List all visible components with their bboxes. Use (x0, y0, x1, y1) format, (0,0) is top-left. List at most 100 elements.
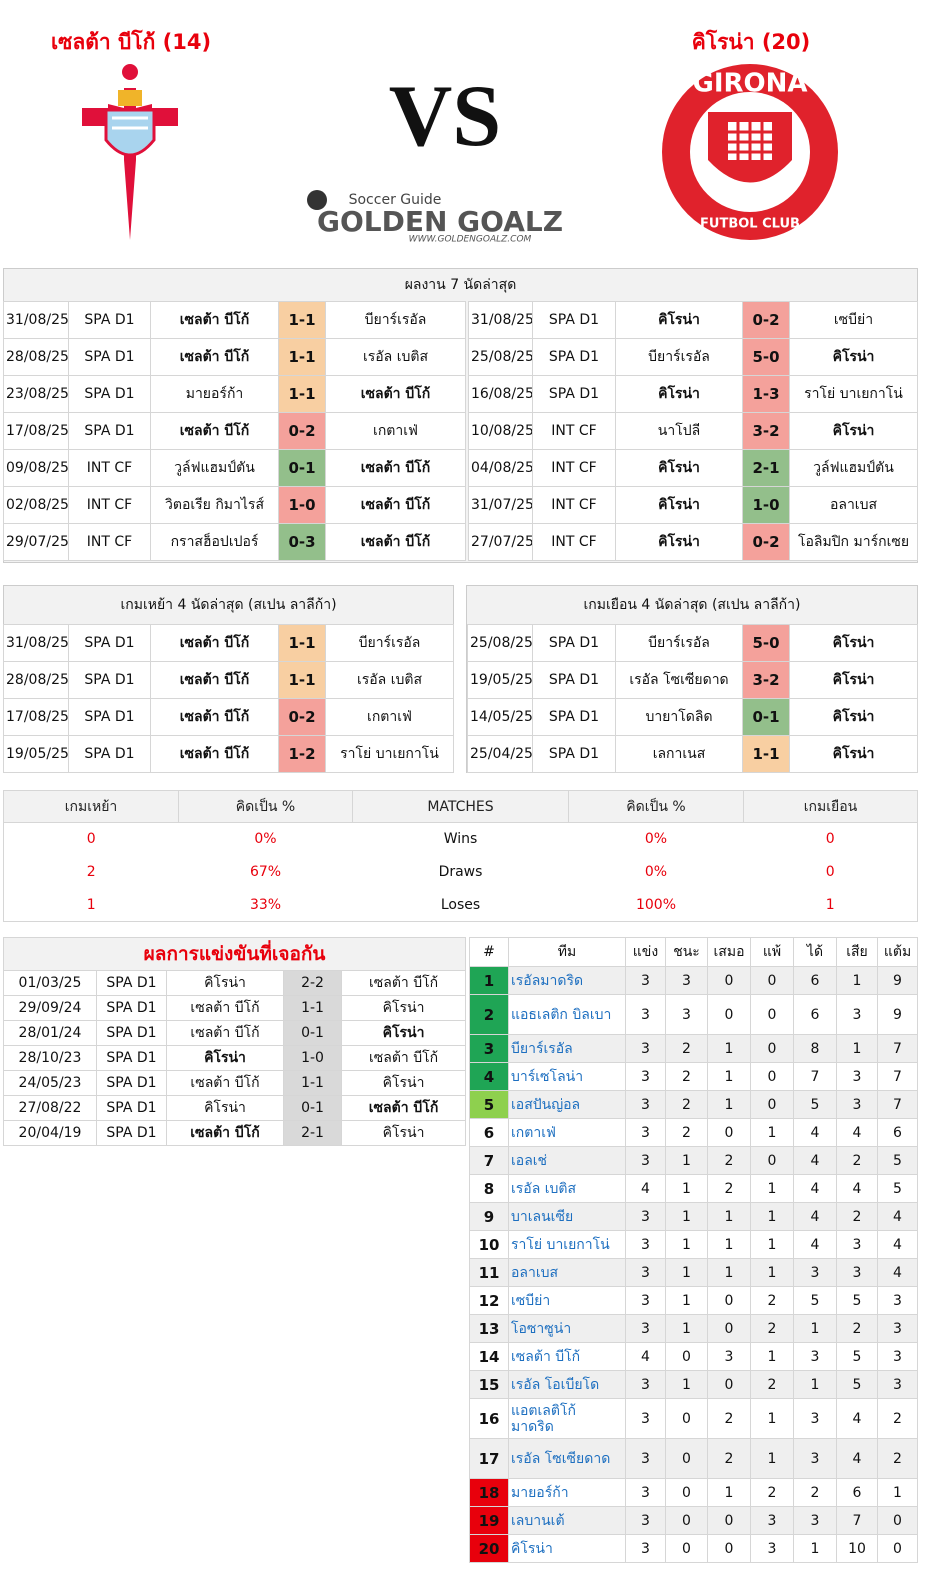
standings-p: 3 (625, 1258, 666, 1287)
standings-head: แข่ง (625, 937, 666, 967)
standings-w: 0 (665, 1478, 708, 1507)
standings-pts: 3 (877, 1314, 918, 1343)
match-date: 17/08/25 (3, 412, 69, 450)
standings-d: 3 (707, 1342, 751, 1371)
standings-team[interactable]: โอซาซูน่า (508, 1314, 626, 1343)
standings-team[interactable]: เอสปันญ่อล (508, 1090, 626, 1119)
standings-team[interactable]: แอตเลติโก้ มาดริด (508, 1398, 626, 1439)
standings-team[interactable]: เซลต้า บีโก้ (508, 1342, 626, 1371)
standings-team[interactable]: เรอัล เบติส (508, 1174, 626, 1203)
match-home: เซลต้า บีโก้ (150, 661, 279, 699)
match-away: คิโรน่า (789, 624, 918, 662)
standings-p: 3 (625, 1062, 666, 1091)
standings-w: 2 (665, 1062, 708, 1091)
standings-p: 4 (625, 1342, 666, 1371)
match-league: INT CF (68, 486, 151, 524)
standings-gf: 3 (793, 1438, 837, 1479)
h2h-league: SPA D1 (96, 1095, 167, 1121)
summary-cell: 1 (86, 896, 96, 913)
standings-team[interactable]: แอธเลติก บิลเบา (508, 994, 626, 1035)
match-score: 0-3 (278, 523, 326, 561)
standings-row: 4 บาร์เซโลน่า 3 2 1 0 7 3 7 (469, 1062, 918, 1091)
match-away: เซลต้า บีโก้ (325, 375, 466, 413)
match-home: เรอัล โซเซียดาด (615, 661, 743, 699)
standings-pos: 10 (469, 1230, 509, 1259)
standings-ga: 3 (836, 1258, 878, 1287)
standings-l: 1 (750, 1230, 794, 1259)
standings-row: 19 เลบานเต้ 3 0 0 3 3 7 0 (469, 1506, 918, 1535)
standings-gf: 4 (793, 1174, 837, 1203)
match-date: 31/07/25 (468, 486, 533, 524)
away-logo-top: GIRONA (692, 69, 807, 99)
h2h-date: 28/10/23 (3, 1045, 97, 1071)
away-logo-bottom: FUTBOL CLUB (700, 217, 800, 232)
match-league: INT CF (68, 449, 151, 487)
brand-url: WWW.GOLDENGOALZ.COM (409, 235, 532, 245)
summary-header: เกมเหย้า คิดเป็น % MATCHES คิดเป็น % เกมเยือ… (3, 790, 918, 823)
match-row: 19/05/25 SPA D1 เรอัล โซเซียดาด 3-2 คิโรน่า (467, 661, 918, 699)
standings-l: 1 (750, 1438, 794, 1479)
h2h-date: 28/01/24 (3, 1020, 97, 1046)
standings-p: 3 (625, 1398, 666, 1439)
standings-p: 3 (625, 994, 666, 1035)
match-league: SPA D1 (532, 375, 616, 413)
standings-team[interactable]: บาร์เซโลน่า (508, 1062, 626, 1091)
standings-w: 3 (665, 994, 708, 1035)
standings-pts: 9 (877, 966, 918, 995)
standings-d: 1 (707, 1258, 751, 1287)
h2h-row: 28/10/23 SPA D1 คิโรน่า 1-0 เซลต้า บีโก้ (3, 1045, 467, 1071)
standings-p: 3 (625, 1034, 666, 1063)
standings-l: 2 (750, 1370, 794, 1399)
summary-cell: 0 (86, 831, 96, 848)
match-date: 14/05/25 (467, 698, 533, 736)
match-row: 23/08/25 SPA D1 มายอร์ก้า 1-1 เซลต้า บีโก้ (3, 375, 466, 413)
h2h-home: เซลต้า บีโก้ (166, 1020, 284, 1046)
standings-gf: 1 (793, 1534, 837, 1563)
match-score: 1-2 (278, 735, 326, 773)
standings-team[interactable]: เซบีย่า (508, 1286, 626, 1315)
standings-team[interactable]: เรอัลมาดริด (508, 966, 626, 995)
match-league: INT CF (532, 449, 616, 487)
standings-team[interactable]: เกตาเฟ่ (508, 1118, 626, 1147)
match-row: 09/08/25 INT CF วูล์ฟแฮมป์ตัน 0-1 เซลต้า บีโ… (3, 449, 466, 487)
standings-team[interactable]: บียาร์เรอัล (508, 1034, 626, 1063)
summary-cell: Wins (443, 831, 478, 848)
standings-team[interactable]: เรอัล โซเซียดาด (508, 1438, 626, 1479)
recent-title: ผลงาน 7 นัดล่าสุด (404, 277, 517, 293)
standings-row: 8 เรอัล เบติส 4 1 2 1 4 4 5 (469, 1174, 918, 1203)
match-row: 02/08/25 INT CF วิตอเรีย กิมาไรส์ 1-0 เซลต้า… (3, 486, 466, 524)
h2h-home: คิโรน่า (166, 970, 284, 996)
standings-table: # ทีม แข่ง ชนะ เสมอ แพ้ ได้ เสีย แต้ม 1 เรอัลมาดริ… (469, 937, 918, 1563)
standings-team[interactable]: เลบานเต้ (508, 1506, 626, 1535)
standings-ga: 2 (836, 1314, 878, 1343)
standings-team[interactable]: เอลเช่ (508, 1146, 626, 1175)
match-league: SPA D1 (68, 338, 151, 376)
standings-gf: 1 (793, 1314, 837, 1343)
home-logo (82, 64, 178, 240)
standings-team[interactable]: บาเลนเซีย (508, 1202, 626, 1231)
match-away: เซลต้า บีโก้ (325, 449, 466, 487)
standings-w: 0 (665, 1342, 708, 1371)
standings-team[interactable]: มายอร์ก้า (508, 1478, 626, 1507)
home-rank: (14) (162, 30, 212, 54)
h2h-away: คิโรน่า (340, 995, 467, 1021)
match-home: นาโปลี (615, 412, 743, 450)
standings-team[interactable]: คิโรน่า (508, 1534, 626, 1563)
match-home: วิตอเรีย กิมาไรส์ (150, 486, 279, 524)
match-home: คิโรน่า (615, 486, 743, 524)
standings-p: 3 (625, 1090, 666, 1119)
standings-team[interactable]: ราโย่ บาเยกาโน่ (508, 1230, 626, 1259)
standings-pos: 7 (469, 1146, 509, 1175)
standings-row: 5 เอสปันญ่อล 3 2 1 0 5 3 7 (469, 1090, 918, 1119)
home-title: เซลต้า บีโก้ (14) (0, 26, 262, 59)
summary-head: คิดเป็น % (178, 790, 353, 823)
match-date: 25/08/25 (467, 624, 533, 662)
h2h-row: 20/04/19 SPA D1 เซลต้า บีโก้ 2-1 คิโรน่า (3, 1120, 467, 1146)
summary-cell: 0% (644, 831, 668, 848)
standings-team[interactable]: อลาเบส (508, 1258, 626, 1287)
match-away: เกตาเฟ่ (325, 412, 466, 450)
match-score: 1-1 (278, 661, 326, 699)
match-score: 1-1 (278, 301, 326, 339)
standings-team[interactable]: เรอัล โอเบียโด (508, 1370, 626, 1399)
standings-pts: 5 (877, 1146, 918, 1175)
